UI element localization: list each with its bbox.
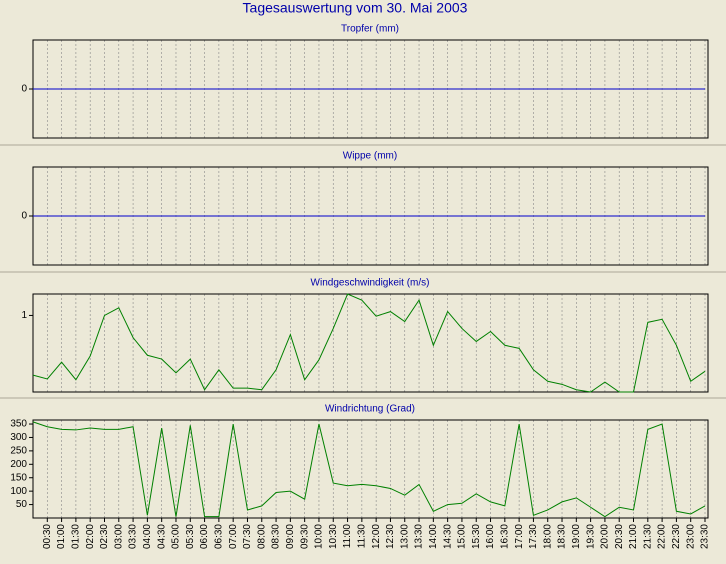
plot-border <box>32 419 709 519</box>
x-tick-label: 20:00 <box>600 524 611 549</box>
x-tick-label: 03:00 <box>113 524 124 549</box>
x-tick-label: 05:30 <box>185 524 196 549</box>
x-tick-label: 20:30 <box>614 524 625 549</box>
x-tick-label: 19:30 <box>585 524 596 549</box>
x-tick-label: 13:30 <box>414 524 425 549</box>
plot-border <box>32 293 709 393</box>
y-tick-label: 200 <box>10 459 27 470</box>
data-line <box>32 421 706 518</box>
x-tick-label: 08:00 <box>256 524 267 549</box>
x-tick-label: 17:00 <box>514 524 525 549</box>
x-tick-label: 07:00 <box>228 524 239 549</box>
x-tick-label: 12:30 <box>385 524 396 549</box>
x-tick-label: 03:30 <box>128 524 139 549</box>
x-tick-label: 16:30 <box>499 524 510 549</box>
x-tick-label: 23:30 <box>700 524 711 549</box>
page-title: Tagesauswertung vom 30. Mai 2003 <box>243 0 468 16</box>
x-tick-label: 13:00 <box>399 524 410 549</box>
x-tick-label: 22:30 <box>671 524 682 549</box>
x-tick-label: 06:00 <box>199 524 210 549</box>
y-tick-label: 150 <box>10 472 27 483</box>
x-tick-label: 14:30 <box>442 524 453 549</box>
x-tick-label: 15:30 <box>471 524 482 549</box>
x-tick-label: 00:30 <box>42 524 53 549</box>
x-tick-label: 15:00 <box>457 524 468 549</box>
x-tick-label: 10:30 <box>328 524 339 549</box>
x-tick-label: 10:00 <box>314 524 325 549</box>
x-tick-label: 11:00 <box>342 524 353 549</box>
y-tick-label: 100 <box>10 486 27 497</box>
x-tick-label: 19:00 <box>571 524 582 549</box>
y-tick-label: 0 <box>21 211 27 222</box>
x-tick-label: 01:00 <box>56 524 67 549</box>
x-tick-label: 22:00 <box>657 524 668 549</box>
x-tick-label: 23:00 <box>685 524 696 549</box>
x-tick-label: 05:00 <box>171 524 182 549</box>
x-tick-label: 12:00 <box>371 524 382 549</box>
y-tick-label: 1 <box>21 310 27 321</box>
x-tick-label: 09:00 <box>285 524 296 549</box>
x-tick-label: 04:00 <box>142 524 153 549</box>
x-tick-label: 04:30 <box>156 524 167 549</box>
x-tick-label: 01:30 <box>71 524 82 549</box>
x-tick-label: 14:00 <box>428 524 439 549</box>
panel-title: Tropfer (mm) <box>341 24 399 35</box>
x-tick-label: 02:30 <box>99 524 110 549</box>
y-tick-label: 250 <box>10 446 27 457</box>
x-tick-label: 02:00 <box>85 524 96 549</box>
x-tick-label: 11:30 <box>356 524 367 549</box>
panel-title: Wippe (mm) <box>343 151 397 162</box>
y-tick-label: 300 <box>10 432 27 443</box>
panel-title: Windrichtung (Grad) <box>325 404 415 415</box>
x-tick-label: 17:30 <box>528 524 539 549</box>
x-tick-label: 18:00 <box>542 524 553 549</box>
x-tick-label: 16:00 <box>485 524 496 549</box>
x-tick-label: 09:30 <box>299 524 310 549</box>
plot-area <box>33 294 708 392</box>
y-tick-label: 0 <box>21 84 27 95</box>
y-tick-label: 350 <box>10 419 27 430</box>
x-tick-label: 21:30 <box>642 524 653 549</box>
x-tick-label: 06:30 <box>214 524 225 549</box>
data-line <box>32 293 706 393</box>
x-tick-label: 21:00 <box>628 524 639 549</box>
x-tick-label: 08:30 <box>271 524 282 549</box>
panel-title: Windgeschwindigkeit (m/s) <box>311 278 430 289</box>
y-tick-label: 50 <box>16 499 28 510</box>
x-tick-label: 18:30 <box>557 524 568 549</box>
x-tick-label: 07:30 <box>242 524 253 549</box>
